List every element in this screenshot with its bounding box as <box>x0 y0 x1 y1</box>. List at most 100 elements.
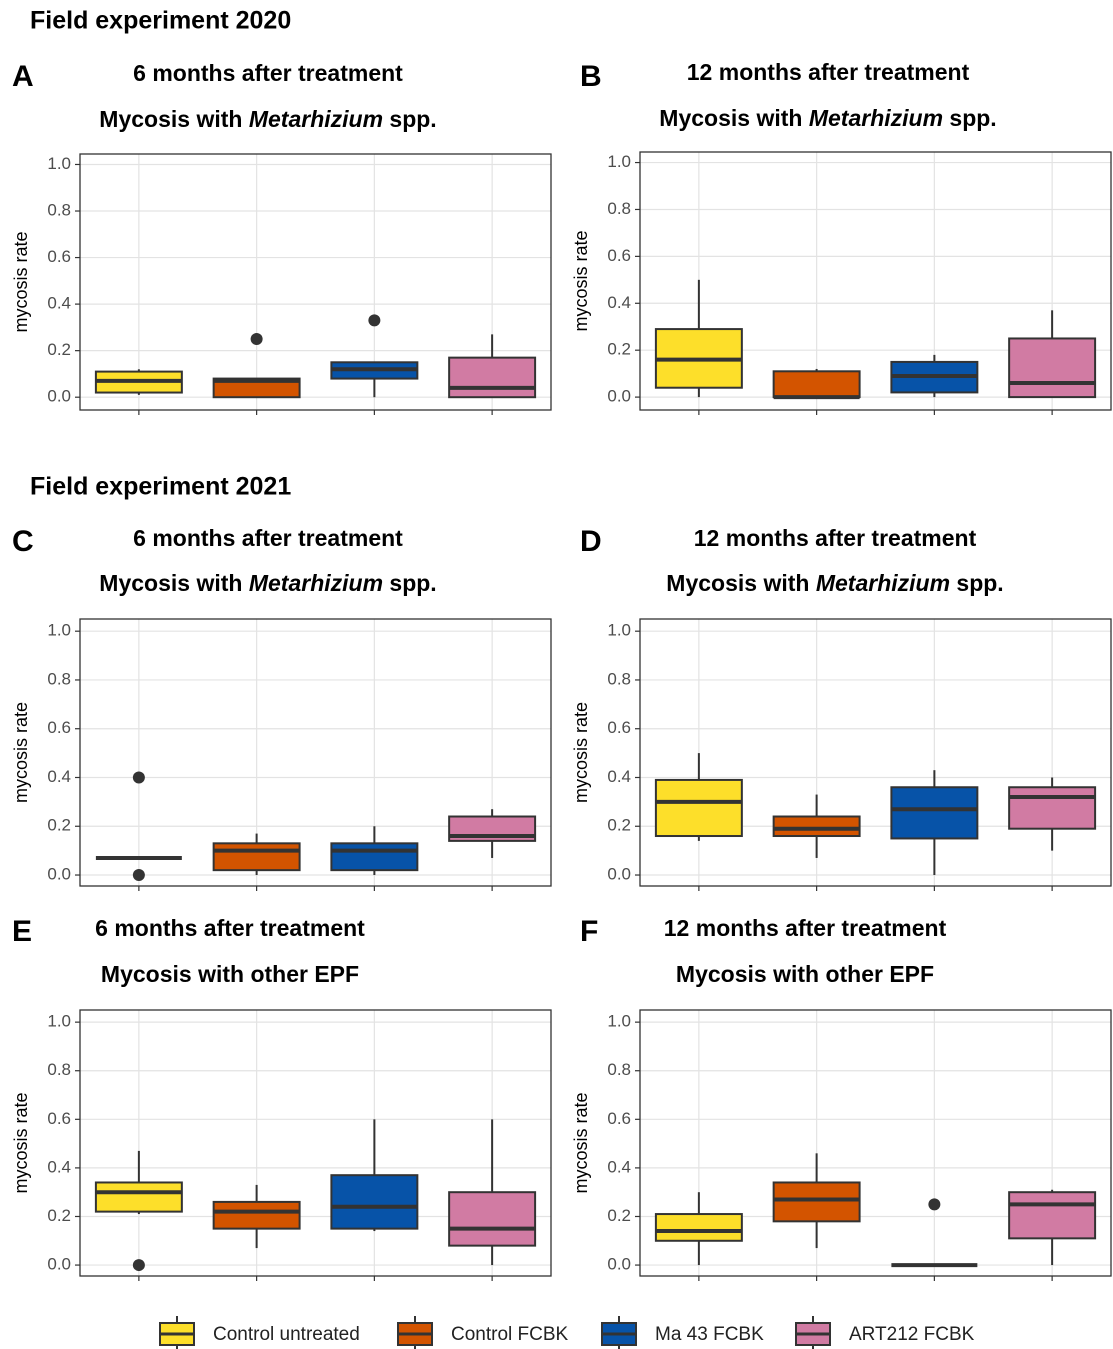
y-tick-label: 0.2 <box>607 816 631 835</box>
y-tick-label: 0.0 <box>47 387 71 406</box>
subtitle-part: Metarhizium <box>249 570 383 596</box>
legend-label: Control untreated <box>213 1324 360 1345</box>
plot-frame <box>79 153 552 411</box>
box <box>330 842 419 872</box>
y-tick-label: 1.0 <box>607 1012 631 1031</box>
outlier <box>250 333 263 346</box>
y-tick-label: 1.0 <box>47 621 71 640</box>
panel-label: E <box>12 915 32 948</box>
box <box>212 1200 301 1230</box>
subtitle-part: Metarhizium <box>809 105 943 131</box>
y-tick-label: 0.6 <box>47 247 71 266</box>
plot-frame <box>79 1009 552 1277</box>
legend-label: ART212 FCBK <box>849 1324 975 1345</box>
y-tick-label: 0.8 <box>607 199 631 218</box>
box <box>212 842 301 872</box>
plot-frame <box>639 1009 1112 1277</box>
subtitle-part: Metarhizium <box>249 106 383 132</box>
box <box>1008 1191 1097 1240</box>
box <box>448 356 537 399</box>
plot-frame <box>639 151 1112 411</box>
y-tick-label: 0.2 <box>607 340 631 359</box>
y-tick-label: 0.6 <box>47 718 71 737</box>
panel-title: 12 months after treatment <box>694 525 977 551</box>
box <box>94 1181 183 1213</box>
subtitle-part: Metarhizium <box>816 570 950 596</box>
subtitle-part: Mycosis with other EPF <box>676 961 934 987</box>
y-tick-label: 0.6 <box>47 1109 71 1128</box>
box <box>330 1174 419 1230</box>
box <box>212 377 301 399</box>
y-tick-label: 0.4 <box>607 1157 631 1176</box>
y-tick-label: 1.0 <box>607 621 631 640</box>
y-tick-label: 0.8 <box>47 669 71 688</box>
legend-label: Control FCBK <box>451 1324 569 1345</box>
y-tick-label: 0.8 <box>47 1060 71 1079</box>
box <box>654 778 743 838</box>
y-tick-label: 1.0 <box>607 152 631 171</box>
y-tick-label: 1.0 <box>47 1012 71 1031</box>
subtitle-part: Mycosis with <box>666 570 816 596</box>
subtitle-part: spp. <box>383 106 437 132</box>
plot-frame <box>79 618 552 887</box>
y-tick-label: 0.4 <box>47 767 71 786</box>
panel-title: 6 months after treatment <box>133 525 403 551</box>
y-tick-label: 0.6 <box>607 718 631 737</box>
box <box>1008 786 1097 830</box>
panel-subtitle: Mycosis with Metarhizium spp. <box>99 570 436 596</box>
panel-subtitle: Mycosis with other EPF <box>101 961 359 987</box>
panel-label: D <box>580 525 602 558</box>
y-tick-label: 0.0 <box>607 865 631 884</box>
section-heading: Field experiment 2020 <box>30 7 291 35</box>
panel-title: 6 months after treatment <box>133 60 403 86</box>
subtitle-part: spp. <box>943 105 997 131</box>
y-tick-label: 0.4 <box>47 1157 71 1176</box>
y-axis-label: mycosis rate <box>571 702 591 803</box>
y-tick-label: 0.8 <box>47 201 71 220</box>
panel-subtitle: Mycosis with Metarhizium spp. <box>99 106 436 132</box>
y-tick-label: 0.0 <box>47 1255 71 1274</box>
box <box>654 1213 743 1242</box>
y-tick-label: 0.4 <box>607 767 631 786</box>
panel-title: 12 months after treatment <box>664 915 947 941</box>
panel-label: C <box>12 525 34 558</box>
y-tick-label: 0.6 <box>607 246 631 265</box>
subtitle-part: Mycosis with other EPF <box>101 961 359 987</box>
y-tick-label: 0.0 <box>607 1255 631 1274</box>
outlier <box>928 1198 941 1211</box>
outlier <box>132 1259 145 1272</box>
y-tick-label: 0.4 <box>47 294 71 313</box>
y-tick-label: 1.0 <box>47 154 71 173</box>
y-tick-label: 0.2 <box>607 1206 631 1225</box>
subtitle-part: spp. <box>950 570 1004 596</box>
y-tick-label: 0.4 <box>607 293 631 312</box>
plot-frame <box>639 618 1112 887</box>
y-tick-label: 0.0 <box>47 865 71 884</box>
outlier <box>132 869 145 882</box>
y-tick-label: 0.0 <box>607 387 631 406</box>
box <box>772 370 861 399</box>
y-axis-label: mycosis rate <box>571 1092 591 1193</box>
panel-label: B <box>580 60 602 93</box>
panel-title: 6 months after treatment <box>95 915 365 941</box>
y-tick-label: 0.6 <box>607 1109 631 1128</box>
y-tick-label: 0.2 <box>47 816 71 835</box>
y-tick-label: 0.8 <box>607 669 631 688</box>
panel-subtitle: Mycosis with Metarhizium spp. <box>666 570 1003 596</box>
panel-label: F <box>580 915 598 948</box>
legend-label: Ma 43 FCBK <box>655 1324 764 1345</box>
subtitle-part: spp. <box>383 570 437 596</box>
section-heading: Field experiment 2021 <box>30 473 291 501</box>
box <box>772 815 861 838</box>
subtitle-part: Mycosis with <box>99 106 249 132</box>
panel-title: 12 months after treatment <box>687 59 970 85</box>
outlier <box>368 314 381 327</box>
y-tick-label: 0.8 <box>607 1060 631 1079</box>
y-axis-label: mycosis rate <box>11 231 31 332</box>
panel-subtitle: Mycosis with other EPF <box>676 961 934 987</box>
y-axis-label: mycosis rate <box>11 702 31 803</box>
y-tick-label: 0.2 <box>47 340 71 359</box>
y-tick-label: 0.2 <box>47 1206 71 1225</box>
box <box>772 1181 861 1223</box>
